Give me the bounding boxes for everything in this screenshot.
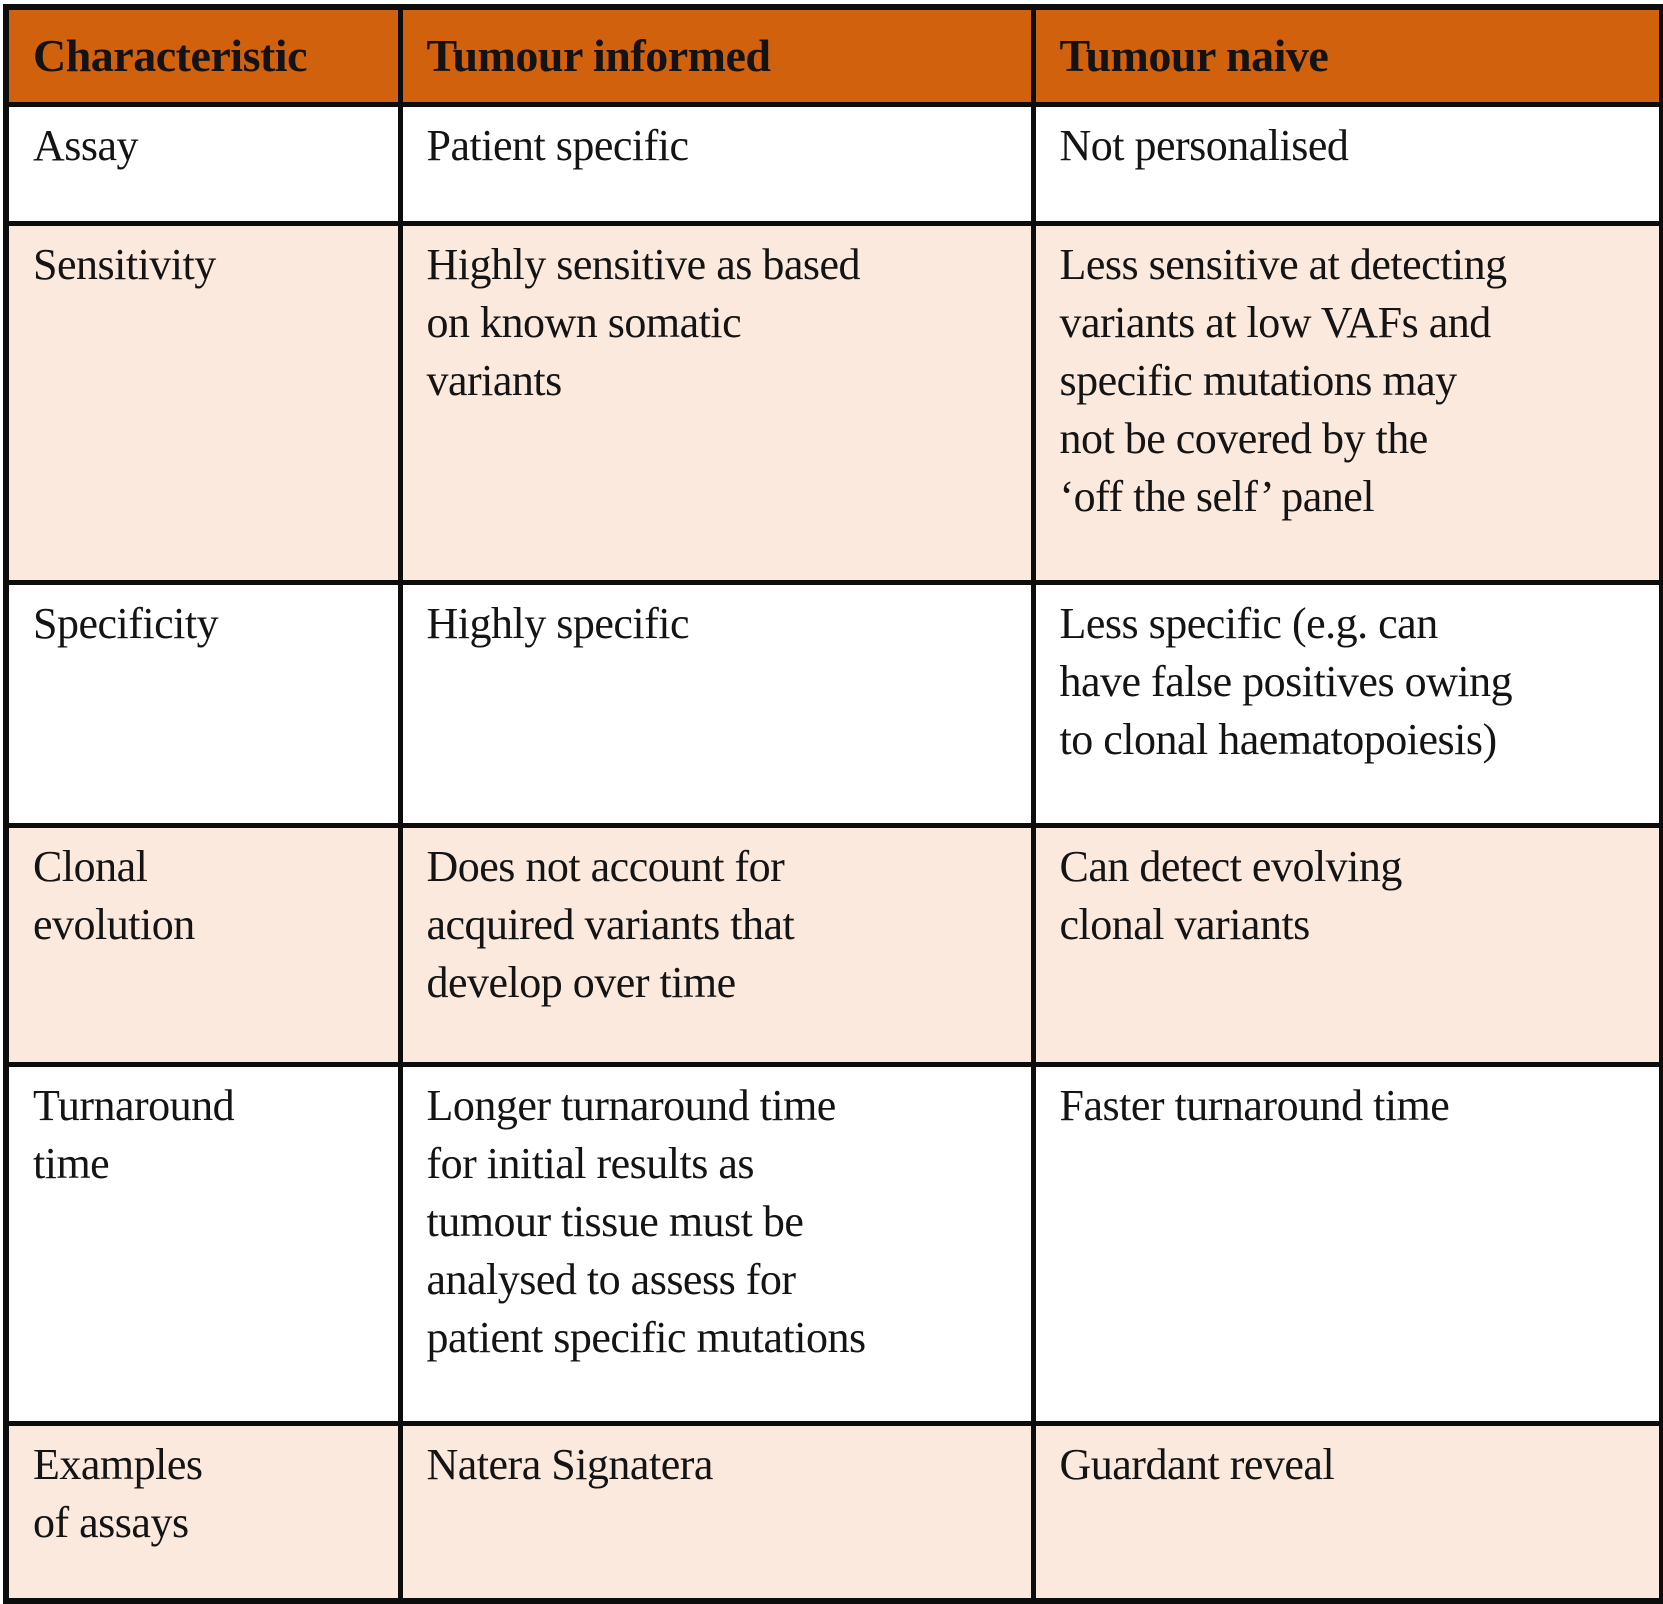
row-label-examples-of-assays: Examples of assays xyxy=(3,1421,403,1604)
row-label-assay: Assay xyxy=(3,102,403,226)
header-cell-characteristic: Characteristic xyxy=(3,4,403,107)
table-row-turnaround-time: Turnaround time Longer turnaround time f… xyxy=(3,1062,1663,1426)
header-cell-tumour-naive: Tumour naive xyxy=(1030,4,1663,107)
header-cell-tumour-informed: Tumour informed xyxy=(397,4,1036,107)
table-row-assay: Assay Patient specific Not personalised xyxy=(3,102,1663,226)
cell-sensitivity-informed: Highly sensitive as based on known somat… xyxy=(397,221,1036,585)
cell-sensitivity-naive: Less sensitive at detecting variants at … xyxy=(1030,221,1663,585)
cell-specificity-informed: Highly specific xyxy=(397,580,1036,828)
cell-turnaround-naive: Faster turnaround time xyxy=(1030,1062,1663,1426)
table-row-examples-of-assays: Examples of assays Natera Signatera Guar… xyxy=(3,1421,1663,1604)
ctdna-assay-comparison-table: Characteristic Tumour informed Tumour na… xyxy=(3,4,1663,1604)
cell-turnaround-informed: Longer turnaround time for initial resul… xyxy=(397,1062,1036,1426)
cell-specificity-naive: Less specific (e.g. can have false posit… xyxy=(1030,580,1663,828)
row-label-sensitivity: Sensitivity xyxy=(3,221,403,585)
cell-assay-informed: Patient specific xyxy=(397,102,1036,226)
cell-assay-naive: Not personalised xyxy=(1030,102,1663,226)
cell-examples-informed: Natera Signatera xyxy=(397,1421,1036,1604)
cell-clonal-naive: Can detect evolving clonal variants xyxy=(1030,823,1663,1067)
table-row-sensitivity: Sensitivity Highly sensitive as based on… xyxy=(3,221,1663,585)
row-label-clonal-evolution: Clonal evolution xyxy=(3,823,403,1067)
cell-examples-naive: Guardant reveal xyxy=(1030,1421,1663,1604)
row-label-specificity: Specificity xyxy=(3,580,403,828)
table-row-clonal-evolution: Clonal evolution Does not account for ac… xyxy=(3,823,1663,1067)
row-label-turnaround-time: Turnaround time xyxy=(3,1062,403,1426)
header-row: Characteristic Tumour informed Tumour na… xyxy=(3,4,1663,107)
cell-clonal-informed: Does not account for acquired variants t… xyxy=(397,823,1036,1067)
table-row-specificity: Specificity Highly specific Less specifi… xyxy=(3,580,1663,828)
